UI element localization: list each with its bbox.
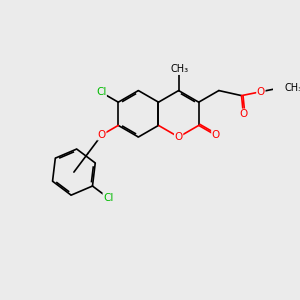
Text: CH₃: CH₃	[284, 83, 300, 93]
Text: Cl: Cl	[103, 193, 113, 203]
Text: O: O	[175, 132, 183, 142]
Text: O: O	[257, 87, 265, 97]
Text: O: O	[212, 130, 220, 140]
Text: Cl: Cl	[96, 87, 106, 97]
Text: O: O	[239, 109, 248, 119]
Text: CH₃: CH₃	[171, 64, 189, 74]
Text: O: O	[98, 130, 106, 140]
